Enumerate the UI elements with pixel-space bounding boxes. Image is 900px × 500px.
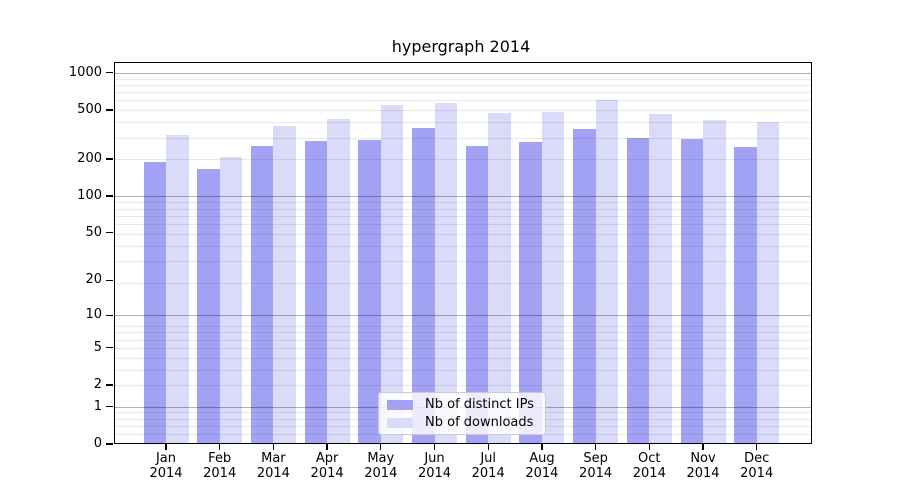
x-tick-mark (648, 444, 650, 450)
bar-downloads-nov (703, 120, 726, 444)
bar-distinct-ips-dec (734, 147, 757, 444)
y-tick-mark (106, 314, 113, 316)
y-tick-label: 500 (77, 102, 102, 117)
x-tick-label: Nov 2014 (686, 451, 720, 481)
bar-distinct-ips-jun (412, 128, 435, 444)
x-tick-mark (433, 444, 436, 450)
x-tick-label: Jun 2014 (417, 451, 452, 481)
bar-downloads-jun (434, 103, 457, 444)
y-tick-mark (106, 195, 113, 197)
y-tick-mark (106, 406, 113, 408)
y-tick-label: 100 (77, 188, 102, 204)
bars-layer (114, 62, 812, 444)
chart-title: hypergraph 2014 (391, 37, 531, 56)
x-tick-mark (702, 444, 704, 450)
y-tick-label: 200 (77, 151, 102, 167)
bar-distinct-ips-apr (304, 141, 328, 444)
legend-label-distinct-ips: Nb of distinct IPs (425, 397, 534, 412)
y-tick-mark (106, 158, 113, 160)
bar-downloads-dec (756, 122, 780, 444)
bar-downloads-sep (595, 100, 619, 444)
x-tick-label: Jan 2014 (149, 451, 183, 481)
legend-label-downloads: Nb of downloads (425, 415, 534, 430)
y-tick-mark (106, 347, 113, 349)
x-tick-mark (326, 444, 328, 450)
bar-downloads-jan (166, 134, 189, 444)
x-tick-mark (165, 444, 167, 450)
x-tick-mark (541, 444, 543, 450)
x-tick-label: Aug 2014 (525, 451, 559, 481)
y-tick-label: 20 (85, 272, 102, 288)
bar-distinct-ips-jan (143, 161, 166, 444)
x-tick-label: May 2014 (364, 451, 398, 481)
legend-swatch-distinct-ips (387, 399, 413, 410)
bar-distinct-ips-aug (519, 142, 542, 444)
bar-distinct-ips-mar (250, 146, 274, 444)
bar-downloads-mar (273, 126, 296, 444)
x-tick-mark (380, 444, 382, 450)
y-tick-mark (106, 232, 113, 234)
y-tick-mark (106, 384, 113, 386)
bar-distinct-ips-jul (465, 146, 489, 444)
bar-distinct-ips-may (358, 140, 381, 444)
x-tick-mark (756, 444, 758, 450)
x-tick-label: Feb 2014 (203, 451, 237, 481)
bar-distinct-ips-oct (626, 138, 650, 444)
y-tick-label: 0 (93, 436, 102, 451)
y-tick-mark (106, 279, 113, 282)
legend: Nb of distinct IPs Nb of downloads (378, 392, 546, 435)
y-tick-label: 10 (85, 307, 102, 323)
x-tick-label: Jul 2014 (471, 451, 505, 481)
y-tick-mark (106, 72, 113, 74)
plot-area (113, 62, 812, 444)
bar-distinct-ips-sep (573, 129, 596, 444)
bar-downloads-jul (488, 112, 511, 444)
x-tick-mark (272, 444, 275, 450)
legend-swatch-downloads (387, 417, 413, 428)
legend-item-downloads: Nb of downloads (387, 415, 537, 430)
y-tick-mark (106, 443, 113, 445)
x-tick-mark (594, 444, 597, 450)
bar-downloads-may (380, 104, 404, 444)
y-tick-label: 1 (93, 398, 102, 414)
legend-item-distinct-ips: Nb of distinct IPs (387, 397, 537, 412)
bar-downloads-feb (219, 156, 243, 444)
x-tick-label: Oct 2014 (632, 451, 666, 481)
x-tick-mark (487, 444, 489, 450)
bar-downloads-aug (541, 112, 565, 444)
y-tick-label: 2 (93, 377, 102, 392)
y-tick-mark (106, 109, 113, 111)
y-tick-label: 5 (93, 339, 102, 355)
x-tick-label: Apr 2014 (310, 451, 344, 481)
y-tick-label: 50 (85, 224, 102, 240)
x-tick-label: Sep 2014 (579, 451, 613, 481)
x-tick-label: Mar 2014 (256, 451, 290, 481)
x-tick-mark (219, 444, 221, 450)
bar-distinct-ips-feb (197, 169, 220, 444)
y-tick-label: 1000 (68, 64, 102, 80)
bar-downloads-apr (327, 118, 350, 444)
bar-downloads-oct (649, 113, 672, 444)
bar-distinct-ips-nov (680, 139, 703, 444)
x-tick-label: Dec 2014 (740, 451, 774, 481)
